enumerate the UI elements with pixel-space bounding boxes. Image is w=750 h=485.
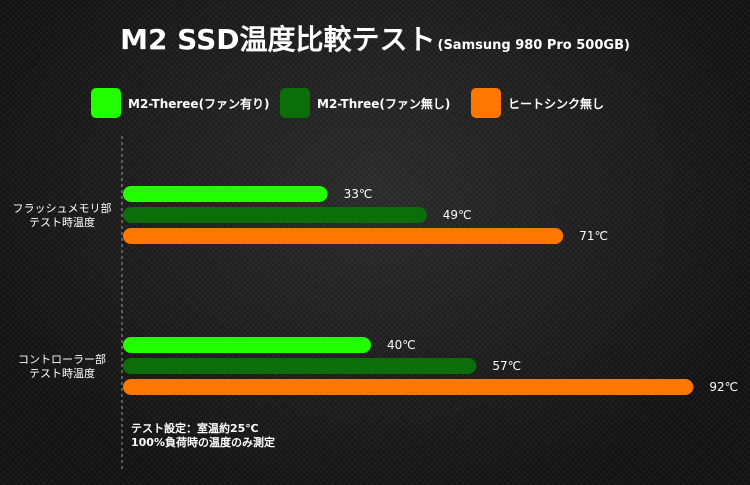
bar-0-2 [123,228,564,244]
legend-label-no-fan: M2-Three(ファン無し) [317,96,451,111]
legend-label-no-heatsink: ヒートシンク無し [508,96,605,111]
category-label-1-0: コントローラー部 [18,352,106,366]
legend-swatch-no-heatsink [471,88,501,118]
chart-title-main: M2 SSD温度比較テスト [120,23,436,56]
category-label-0-0: フラッシュメモリ部 [13,201,112,215]
bar-0-1 [123,207,427,223]
legend: M2-Theree(ファン有り) M2-Three(ファン無し) ヒートシンク無… [0,0,750,120]
legend-item-no-fan: M2-Three(ファン無し) [280,88,450,118]
legend-swatch-no-fan [280,88,310,118]
data-label-0-1: 49℃ [443,208,472,222]
data-label-1-0: 40℃ [387,338,416,352]
legend-label-fan: M2-Theree(ファン有り) [128,96,270,111]
bar-1-2 [123,379,694,395]
test-note-line-2: 100%負荷時の温度のみ測定 [131,436,275,449]
data-label-1-1: 57℃ [492,359,521,373]
category-label-1-1: テスト時温度 [29,366,95,380]
test-note: テスト設定：室温約25℃ 100%負荷時の温度のみ測定 [131,422,275,450]
data-label-0-0: 33℃ [344,187,373,201]
test-note-line-1: テスト設定：室温約25℃ [131,422,259,435]
category-label-0-1: テスト時温度 [29,215,95,229]
legend-item-fan: M2-Theree(ファン有り) [91,88,270,118]
data-label-1-2: 92℃ [709,380,738,394]
bar-0-0 [123,186,328,202]
bar-1-1 [123,358,477,374]
legend-item-no-heatsink: ヒートシンク無し [471,88,604,118]
data-label-0-2: 71℃ [579,229,608,243]
chart-title: M2 SSD温度比較テスト (Samsung 980 Pro 500GB) [0,18,750,58]
chart-title-sub: (Samsung 980 Pro 500GB) [437,38,630,53]
bar-1-0 [123,337,371,353]
legend-swatch-fan [91,88,121,118]
